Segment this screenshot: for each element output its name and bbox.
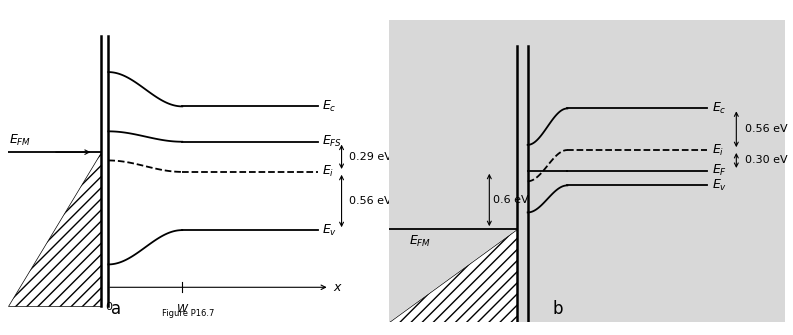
Text: b: b — [552, 300, 563, 319]
Text: 0.6 eV: 0.6 eV — [493, 195, 529, 205]
Polygon shape — [8, 152, 101, 306]
Text: $E_i$: $E_i$ — [322, 164, 334, 180]
Text: $E_c$: $E_c$ — [712, 101, 727, 116]
Text: 0.30 eV: 0.30 eV — [745, 155, 787, 165]
Text: $E_{FM}$: $E_{FM}$ — [409, 234, 431, 249]
Text: $E_{FS}$: $E_{FS}$ — [322, 134, 342, 149]
Text: $E_v$: $E_v$ — [712, 178, 727, 193]
Text: 0.56 eV: 0.56 eV — [745, 124, 787, 134]
Text: $E_{FM}$: $E_{FM}$ — [10, 133, 32, 148]
Text: $E_F$: $E_F$ — [712, 163, 727, 179]
Text: $x$: $x$ — [332, 281, 343, 294]
Text: 0.29 eV: 0.29 eV — [350, 152, 393, 162]
Text: $W$: $W$ — [175, 302, 189, 314]
Text: 0: 0 — [105, 302, 112, 312]
Polygon shape — [389, 229, 517, 322]
Text: $E_c$: $E_c$ — [322, 99, 336, 114]
Text: 0.56 eV: 0.56 eV — [350, 196, 392, 206]
Text: $E_v$: $E_v$ — [322, 222, 337, 238]
Text: a: a — [111, 300, 121, 319]
Text: $E_i$: $E_i$ — [712, 142, 725, 157]
Text: Figure P16.7: Figure P16.7 — [162, 310, 214, 319]
